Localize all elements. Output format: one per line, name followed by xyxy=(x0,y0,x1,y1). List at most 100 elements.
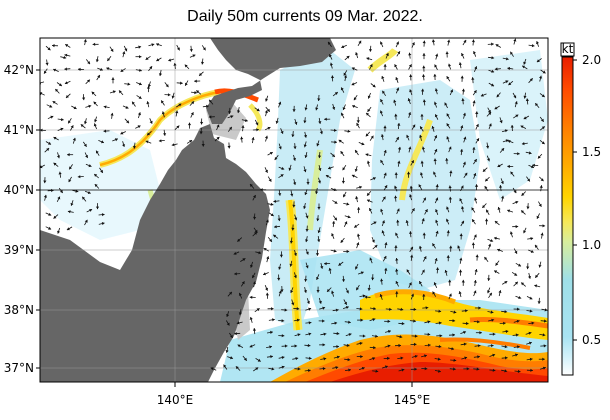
current-arrow xyxy=(408,146,412,153)
current-arrow xyxy=(176,81,183,85)
colorbar-unit: kt xyxy=(562,42,574,56)
current-arrow xyxy=(358,142,365,146)
current-arrow xyxy=(278,263,282,270)
current-arrow xyxy=(445,51,449,58)
current-arrow xyxy=(330,128,337,132)
current-arrow xyxy=(496,92,501,98)
current-arrow xyxy=(471,207,476,213)
current-arrow xyxy=(158,70,163,77)
current-arrow xyxy=(460,75,464,82)
current-arrow xyxy=(344,129,351,133)
current-arrow xyxy=(333,331,340,336)
current-arrow xyxy=(315,188,319,195)
current-arrow xyxy=(485,218,489,225)
current-arrow xyxy=(473,290,477,297)
colorbar-tick-label: 0.5 xyxy=(582,333,601,347)
current-arrow xyxy=(365,112,371,118)
current-arrow xyxy=(253,213,257,220)
current-arrow xyxy=(355,196,359,203)
current-arrow xyxy=(450,358,457,362)
current-arrow xyxy=(85,104,92,108)
current-arrow xyxy=(324,117,331,121)
current-arrow xyxy=(431,39,436,46)
current-arrow xyxy=(328,267,332,274)
current-arrow xyxy=(411,42,415,48)
current-arrow xyxy=(264,110,268,117)
current-arrow xyxy=(366,199,373,203)
current-arrow xyxy=(502,329,509,334)
lat-tick-label: 40°N xyxy=(4,183,34,197)
current-arrow xyxy=(98,140,105,144)
current-arrow xyxy=(418,245,422,252)
current-arrow xyxy=(536,40,539,47)
current-arrow xyxy=(290,190,294,197)
current-arrow xyxy=(420,160,424,167)
current-arrow xyxy=(523,92,527,99)
current-arrow xyxy=(474,197,478,204)
current-arrow xyxy=(408,282,412,288)
current-arrow xyxy=(382,365,388,369)
current-arrow xyxy=(332,103,336,110)
current-arrow xyxy=(109,46,114,52)
current-arrow xyxy=(226,311,230,318)
current-arrow xyxy=(359,334,366,338)
current-arrow xyxy=(306,178,310,185)
current-arrow xyxy=(474,306,481,310)
current-arrow xyxy=(473,50,477,57)
current-arrow xyxy=(319,367,326,371)
current-arrow xyxy=(253,367,259,372)
current-arrow xyxy=(318,297,322,304)
current-arrow xyxy=(449,245,453,252)
current-arrow xyxy=(317,94,321,102)
current-arrow xyxy=(241,118,248,122)
current-arrow xyxy=(475,254,479,261)
current-arrow xyxy=(53,214,59,219)
current-arrow xyxy=(124,82,131,86)
current-arrow xyxy=(528,272,532,279)
current-arrow xyxy=(176,44,180,51)
current-arrow xyxy=(358,366,365,370)
current-arrow xyxy=(422,65,426,72)
current-arrow xyxy=(292,154,296,161)
current-arrow xyxy=(293,272,297,279)
current-arrow xyxy=(424,209,428,215)
current-arrow xyxy=(528,78,533,84)
current-arrow xyxy=(93,173,99,179)
current-arrow xyxy=(315,249,320,256)
current-arrow xyxy=(474,344,481,348)
current-arrow xyxy=(369,307,376,311)
current-arrow xyxy=(484,256,489,262)
current-arrow xyxy=(448,185,452,192)
current-arrow xyxy=(382,255,387,262)
current-arrow xyxy=(408,64,412,70)
current-arrow xyxy=(67,118,72,124)
current-arrow xyxy=(168,58,175,62)
current-arrow xyxy=(278,189,282,196)
current-arrow xyxy=(210,367,217,371)
current-arrow xyxy=(473,280,477,287)
current-arrow xyxy=(379,293,383,300)
current-arrow xyxy=(356,122,360,129)
current-arrow xyxy=(293,318,300,322)
current-arrow xyxy=(234,272,241,276)
current-arrow xyxy=(305,356,312,360)
current-arrow xyxy=(364,295,371,299)
current-arrow xyxy=(216,124,220,131)
current-arrow xyxy=(175,110,179,117)
current-arrow xyxy=(540,344,547,348)
current-arrow xyxy=(446,230,450,237)
current-arrow xyxy=(461,52,465,59)
current-arrow xyxy=(305,307,312,311)
current-arrow xyxy=(473,172,477,179)
current-arrow xyxy=(94,183,100,189)
current-arrow xyxy=(359,294,366,298)
current-arrow xyxy=(435,230,439,237)
current-arrow xyxy=(332,215,338,221)
current-arrow xyxy=(161,111,165,118)
current-arrow xyxy=(118,90,124,96)
map-title: Daily 50m currents 09 Mar. 2022. xyxy=(187,8,423,25)
current-arrow xyxy=(344,75,348,82)
current-arrow xyxy=(278,334,285,338)
current-arrow xyxy=(186,139,193,144)
current-arrow xyxy=(351,104,358,108)
